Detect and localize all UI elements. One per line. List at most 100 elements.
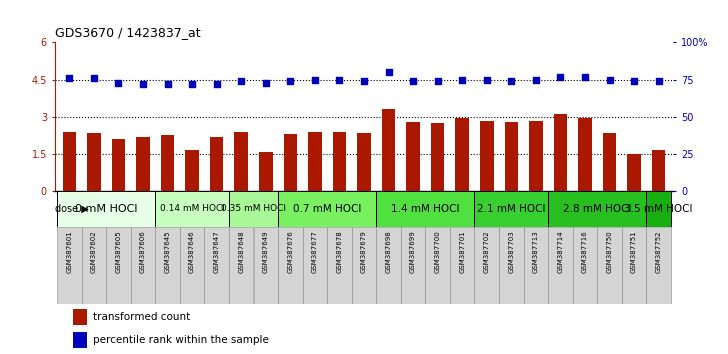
Point: [137, 81, 149, 87]
Text: GSM387648: GSM387648: [238, 230, 244, 273]
Bar: [180, 227, 205, 304]
Bar: [82, 227, 106, 304]
Bar: [234, 132, 248, 191]
Point: [628, 78, 640, 84]
Point: [358, 78, 370, 84]
Bar: [352, 227, 376, 304]
Bar: [554, 114, 567, 191]
Point: [456, 77, 468, 82]
Point: [530, 77, 542, 82]
Bar: [505, 122, 518, 191]
Bar: [499, 227, 523, 304]
Point: [88, 75, 100, 81]
Point: [481, 77, 493, 82]
Text: transformed count: transformed count: [93, 312, 190, 322]
Bar: [622, 227, 646, 304]
Bar: [475, 227, 499, 304]
Text: GDS3670 / 1423837_at: GDS3670 / 1423837_at: [55, 26, 200, 39]
Text: GSM387646: GSM387646: [189, 230, 195, 273]
Text: GSM387676: GSM387676: [288, 230, 293, 273]
Bar: [259, 152, 272, 191]
Bar: [73, 332, 87, 348]
Bar: [253, 227, 278, 304]
Bar: [136, 137, 150, 191]
Point: [235, 78, 247, 84]
Text: dose ▶: dose ▶: [55, 204, 88, 214]
Text: GSM387701: GSM387701: [459, 230, 465, 273]
Bar: [131, 227, 155, 304]
Text: GSM387647: GSM387647: [213, 230, 220, 273]
Text: GSM387649: GSM387649: [263, 230, 269, 273]
Bar: [480, 120, 494, 191]
Bar: [205, 227, 229, 304]
Bar: [327, 227, 352, 304]
Text: GSM387645: GSM387645: [165, 230, 170, 273]
Bar: [529, 120, 542, 191]
Bar: [303, 227, 327, 304]
Text: percentile rank within the sample: percentile rank within the sample: [93, 335, 269, 346]
Text: GSM387716: GSM387716: [582, 230, 588, 273]
Text: GSM387606: GSM387606: [140, 230, 146, 273]
Point: [162, 81, 173, 87]
Bar: [376, 191, 475, 227]
Point: [211, 81, 223, 87]
Bar: [597, 227, 622, 304]
Text: 1.4 mM HOCl: 1.4 mM HOCl: [391, 204, 459, 214]
Bar: [628, 154, 641, 191]
Bar: [646, 191, 671, 227]
Bar: [357, 133, 371, 191]
Bar: [284, 134, 297, 191]
Bar: [155, 191, 229, 227]
Bar: [475, 191, 548, 227]
Bar: [652, 150, 665, 191]
Bar: [333, 132, 347, 191]
Text: 0 mM HOCl: 0 mM HOCl: [75, 204, 138, 214]
Bar: [210, 137, 223, 191]
Text: 0.35 mM HOCl: 0.35 mM HOCl: [221, 204, 286, 213]
Bar: [573, 227, 597, 304]
Bar: [278, 191, 376, 227]
Bar: [161, 135, 174, 191]
Text: 0.7 mM HOCl: 0.7 mM HOCl: [293, 204, 361, 214]
Bar: [111, 139, 125, 191]
Bar: [523, 227, 548, 304]
Text: 2.8 mM HOCl: 2.8 mM HOCl: [563, 204, 631, 214]
Point: [653, 78, 665, 84]
Point: [555, 74, 566, 80]
Bar: [308, 132, 322, 191]
Bar: [376, 227, 401, 304]
Bar: [578, 118, 592, 191]
Text: 2.1 mM HOCl: 2.1 mM HOCl: [477, 204, 545, 214]
Text: GSM387699: GSM387699: [410, 230, 416, 273]
Bar: [186, 150, 199, 191]
Bar: [450, 227, 475, 304]
Text: GSM387601: GSM387601: [66, 230, 72, 273]
Bar: [381, 109, 395, 191]
Point: [333, 77, 345, 82]
Bar: [431, 123, 444, 191]
Bar: [406, 122, 420, 191]
Point: [579, 74, 591, 80]
Bar: [548, 191, 646, 227]
Bar: [229, 191, 278, 227]
Bar: [456, 118, 469, 191]
Text: GSM387602: GSM387602: [91, 230, 97, 273]
Bar: [155, 227, 180, 304]
Text: GSM387702: GSM387702: [484, 230, 490, 273]
Point: [63, 75, 75, 81]
Point: [407, 78, 419, 84]
Text: GSM387752: GSM387752: [656, 230, 662, 273]
Point: [383, 69, 395, 75]
Bar: [603, 133, 617, 191]
Point: [285, 78, 296, 84]
Bar: [57, 227, 82, 304]
Text: GSM387679: GSM387679: [361, 230, 367, 273]
Bar: [646, 227, 671, 304]
Text: GSM387677: GSM387677: [312, 230, 318, 273]
Bar: [229, 227, 253, 304]
Point: [186, 81, 198, 87]
Text: 3.5 mM HOCl: 3.5 mM HOCl: [625, 204, 693, 214]
Text: GSM387605: GSM387605: [116, 230, 122, 273]
Text: GSM387678: GSM387678: [336, 230, 342, 273]
Text: GSM387750: GSM387750: [606, 230, 612, 273]
